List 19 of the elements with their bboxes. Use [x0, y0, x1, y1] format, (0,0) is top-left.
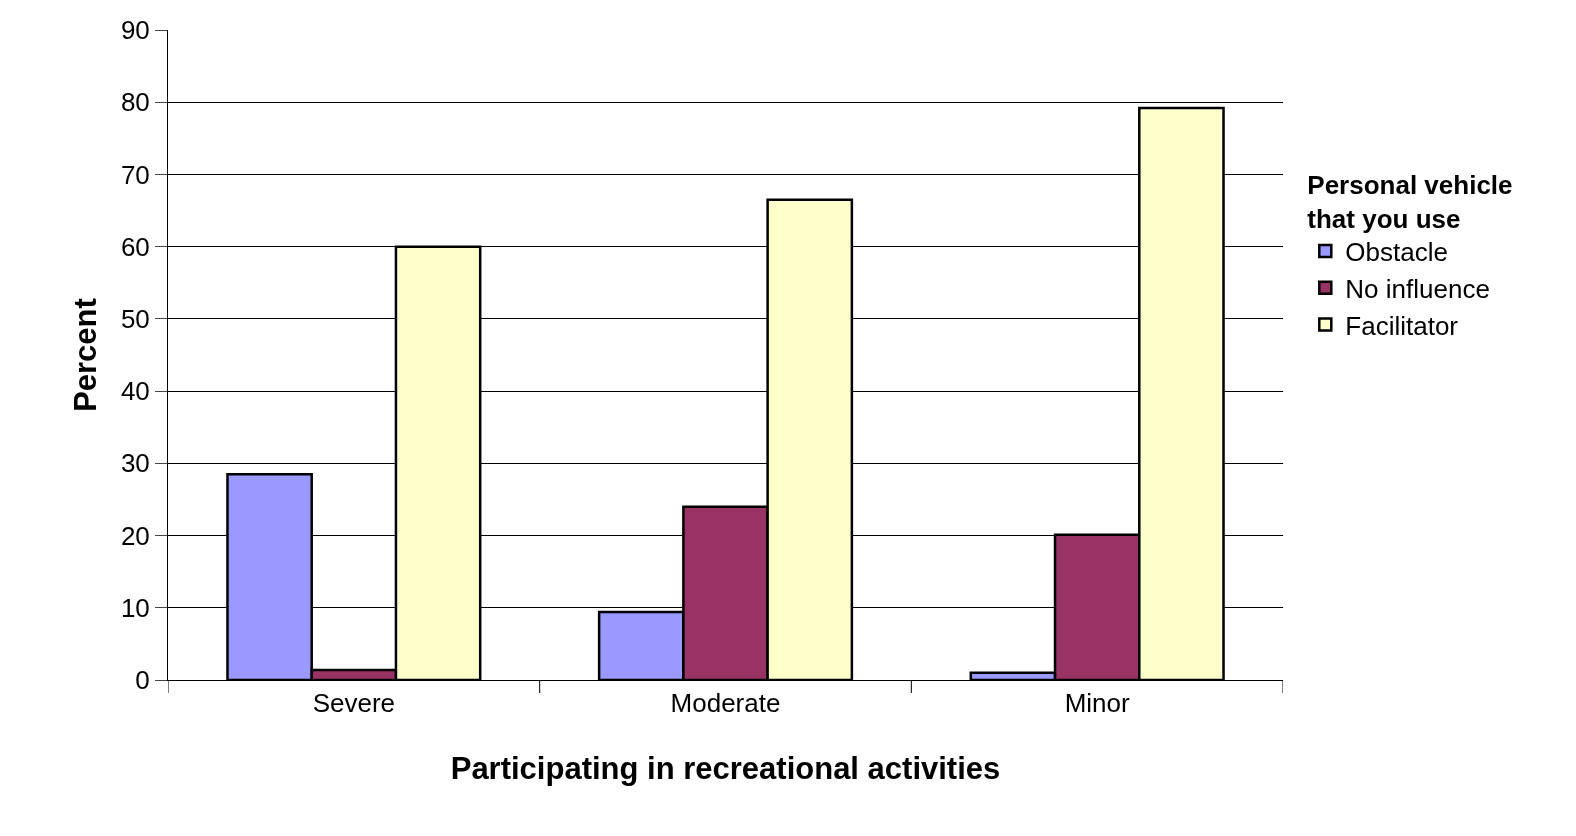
y-tick-label: 50 — [120, 303, 150, 334]
y-tick-label: 90 — [120, 15, 150, 46]
legend-label: Obstacle — [1345, 237, 1448, 268]
y-tick-label: 10 — [120, 592, 150, 623]
x-tick-label: Moderate — [670, 688, 781, 719]
y-tick-label: 80 — [120, 87, 150, 118]
y-tick-label: 30 — [120, 448, 150, 479]
y-tick-label: 70 — [120, 159, 150, 190]
legend-label: Facilitator — [1345, 310, 1459, 341]
y-tick-label: 60 — [120, 231, 150, 262]
y-tick-label: 20 — [120, 520, 150, 551]
y-axis-title: Percent — [67, 298, 103, 412]
x-tick-label: Severe — [312, 688, 396, 719]
y-tick-label: 40 — [120, 376, 150, 407]
x-axis-title: Participating in recreational activities — [450, 751, 1001, 787]
legend-label: No influence — [1345, 273, 1490, 304]
y-tick-label: 0 — [135, 665, 150, 696]
x-tick-label: Minor — [1064, 688, 1131, 719]
legend-title: Personal vehicle that you use — [1307, 169, 1520, 234]
